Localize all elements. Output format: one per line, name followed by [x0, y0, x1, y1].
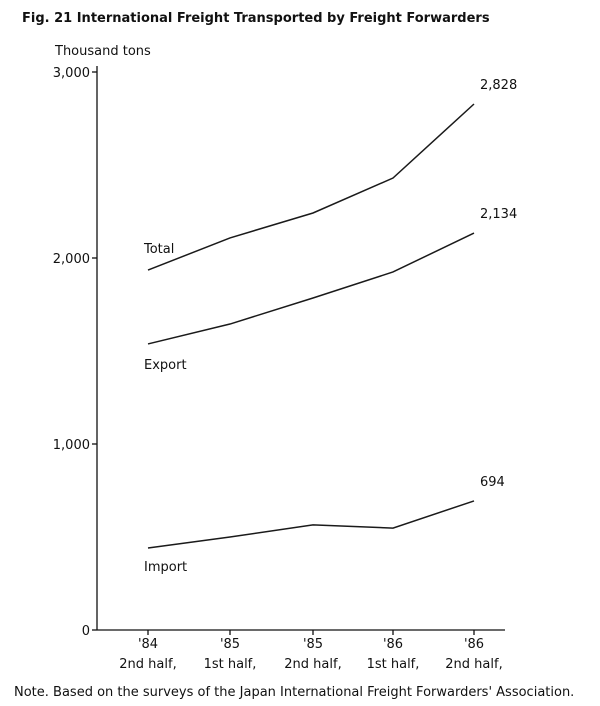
note: Note. Based on the surveys of the Japan … — [14, 685, 574, 700]
value-label: 2,134 — [480, 207, 517, 222]
x-tick-label: '84 2nd half, — [119, 637, 176, 672]
y-axis-label: Thousand tons — [54, 44, 151, 59]
y-tick-label: 0 — [82, 624, 90, 639]
value-label: 2,828 — [480, 78, 517, 93]
value-label: 694 — [480, 475, 505, 490]
y-tick-label: 1,000 — [53, 438, 90, 453]
series-line — [147, 500, 475, 549]
series-line — [147, 232, 475, 345]
series-label: Import — [144, 560, 187, 575]
series-label: Export — [144, 358, 187, 373]
y-tick-label: 3,000 — [53, 66, 90, 81]
x-tick-label: '86 2nd half, — [445, 637, 502, 672]
series-line — [147, 103, 475, 271]
x-tick-label: '85 1st half, — [204, 637, 257, 672]
chart-title: Fig. 21 International Freight Transporte… — [22, 11, 490, 26]
y-tick-label: 2,000 — [53, 252, 90, 267]
x-tick-label: '86 1st half, — [367, 637, 420, 672]
series-label: Total — [143, 242, 174, 257]
x-tick-label: '85 2nd half, — [284, 637, 341, 672]
